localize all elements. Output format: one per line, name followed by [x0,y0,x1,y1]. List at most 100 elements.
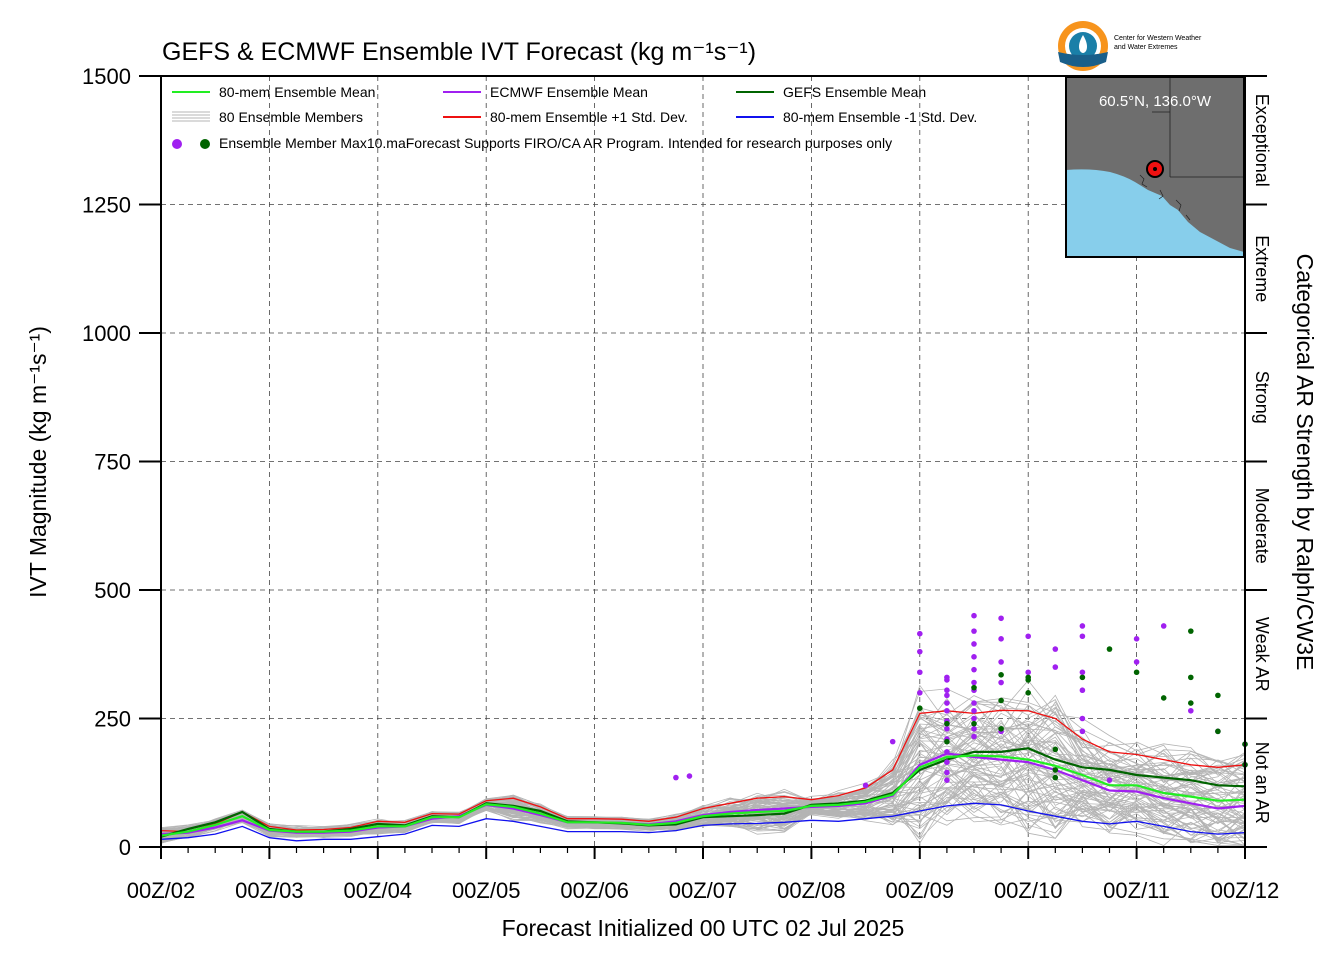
max-point-gefs [1188,700,1194,706]
legend-label: 80 Ensemble Members [219,109,363,125]
legend-swatch-members [172,111,210,122]
max-point-ecmwf [971,612,977,619]
y-tick-label: 250 [94,707,131,732]
x-axis: 00Z/02 00Z/03 00Z/04 00Z/05 00Z/06 00Z/07 00Z/… [127,847,1280,903]
x-tick-label: 00Z/11 [1103,878,1170,903]
max-point-gefs [971,684,977,691]
ensemble-member-line [160,773,1246,841]
category-label: Moderate [1252,488,1272,564]
map-location-label: 60.5°N, 136.0°W [1099,93,1212,110]
max-point-ecmwf [1079,669,1086,676]
max-point-gefs [1188,674,1194,681]
max-point-ecmwf [998,679,1004,686]
legend-note: 10.maForecast Supports FIRO/CA AR Progra… [367,135,892,151]
max-point-ecmwf [1052,646,1059,652]
max-point-ecmwf [944,677,950,683]
y-tick-label: 1250 [82,193,131,218]
max-point-gefs [998,697,1004,704]
x-tick-label: 00Z/08 [777,878,846,903]
max-point-ecmwf [889,738,896,745]
max-point-gefs [1160,695,1167,701]
x-tick-label: 00Z/05 [452,878,521,903]
max-point-gefs [1079,674,1086,681]
max-point-ecmwf [944,759,950,765]
series-line [160,709,1246,833]
y-axis-label: IVT Magnitude (kg m⁻¹s⁻¹) [25,326,51,598]
max-point-gefs [998,725,1004,732]
max-point-gefs [1106,646,1113,652]
legend-label: GEFS Ensemble Mean [783,84,926,100]
ensemble-member-line [160,792,1246,842]
x-tick-label: 00Z/04 [344,878,413,903]
logo-text: Center for Western Weather [1114,35,1202,42]
logo-text: and Water Extremes [1114,44,1178,51]
category-label: Strong [1252,371,1272,424]
max-point-ecmwf [862,782,869,789]
max-point-ecmwf [971,666,977,673]
max-point-ecmwf [917,648,923,655]
location-map: 60.5°N, 136.0°W [1065,76,1245,258]
max-point-gefs [917,705,923,712]
max-point-ecmwf [944,692,950,699]
max-point-gefs [971,720,977,727]
max-point-ecmwf [944,749,950,755]
max-point-ecmwf [971,700,977,706]
series-line [160,754,1246,837]
legend-max-label: Ensemble Member Max [219,135,367,151]
x-tick-label: 00Z/06 [560,878,629,903]
category-label: Exceptional [1252,94,1272,187]
x-tick-label: 00Z/12 [1211,878,1280,903]
x-tick-label: 00Z/07 [669,878,738,903]
max-point-gefs [1188,628,1194,634]
x-tick-label: 00Z/02 [127,878,196,903]
max-point-ecmwf [673,774,679,781]
ensemble-member-line [160,789,1246,838]
legend-dot-ecmwf [172,139,182,149]
max-point-ecmwf [971,707,977,714]
max-point-ecmwf [1025,669,1031,676]
ensemble-member-line [160,679,1246,830]
ensemble-member-line [160,787,1246,846]
max-point-ecmwf [1079,623,1086,629]
max-point-ecmwf [971,679,977,686]
max-point-ecmwf [971,628,977,634]
y-axis: 0 250 500 750 1000 1250 1500 [82,64,161,860]
max-point-gefs [1025,677,1031,683]
x-tick-label: 00Z/09 [886,878,955,903]
y-tick-label: 0 [119,835,131,860]
category-label: Extreme [1252,235,1272,302]
max-point-gefs [1133,669,1140,676]
max-point-ecmwf [686,773,693,779]
cw3e-logo: Center for Western Weather and Water Ext… [1058,21,1202,71]
max-point-ecmwf [971,725,977,732]
series-line [160,802,1246,842]
max-point-ecmwf [1025,633,1031,640]
max-point-ecmwf [971,654,977,660]
y-tick-label: 500 [94,578,131,603]
max-point-ecmwf [917,630,923,637]
legend: 80-mem Ensemble Mean ECMWF Ensemble Mean… [172,84,977,151]
max-point-gefs [1215,692,1221,699]
max-point-ecmwf [1106,777,1113,783]
max-point-ecmwf [998,615,1004,622]
max-point-gefs [998,672,1004,678]
max-point-ecmwf [1052,664,1059,670]
map-coastline [1139,174,1191,221]
max-point-ecmwf [944,707,950,714]
category-axis: Not an AR Weak AR Moderate Strong Extreme Exc… [1244,75,1272,848]
max-point-gefs [1052,774,1059,781]
y-tick-label: 1000 [82,321,131,346]
max-point-ecmwf [944,777,950,783]
max-point-ecmwf [944,725,950,732]
max-point-ecmwf [944,769,950,776]
max-point-gefs [1052,746,1059,753]
right-axis-label: Categorical AR Strength by Ralph/CW3E [1292,254,1318,671]
max-point-ecmwf [1133,659,1140,665]
max-point-gefs [1215,728,1221,735]
max-point-ecmwf [971,641,977,647]
svg-text:Ensemble Member Max10.maForeca: Ensemble Member Max10.maForecast Support… [219,135,892,151]
max-point-ecmwf [1079,633,1086,640]
max-point-ecmwf [971,733,977,740]
max-point-ecmwf [1079,728,1086,735]
max-point-ecmwf [998,636,1004,642]
